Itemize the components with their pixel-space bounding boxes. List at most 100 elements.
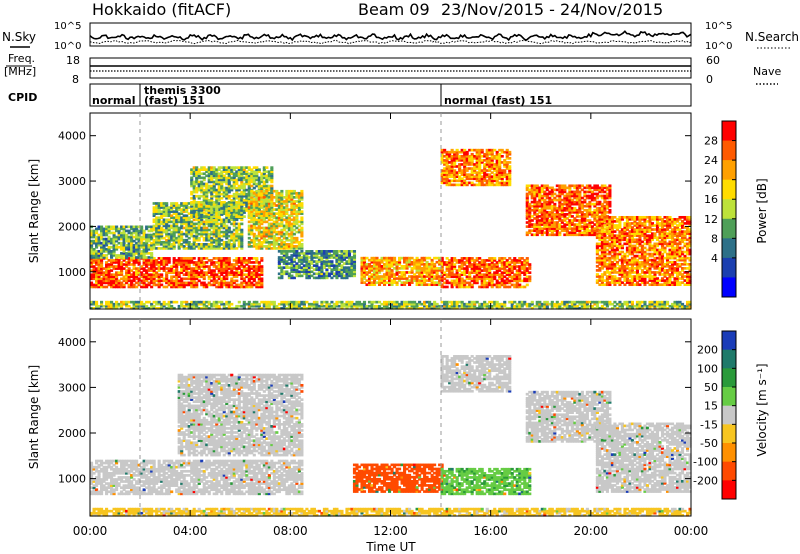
heatmap-cell [423,277,427,280]
heatmap-cell [155,236,159,240]
heatmap-cell [232,267,236,270]
heatmap-cell [100,252,104,255]
heatmap-cell [390,264,394,268]
heatmap-cell [237,226,241,230]
heatmap-cell [282,212,286,215]
cpid-panel-frame [89,83,692,107]
heatmap-cell [478,257,482,260]
heatmap-cell [215,240,219,244]
heatmap-cell [578,206,582,210]
heatmap-cell [145,243,149,247]
heatmap-cell [468,285,472,289]
heatmap-cell [235,257,239,260]
heatmap-cell [135,261,139,264]
heatmap-cell [480,171,484,174]
heatmap-cell [197,176,201,180]
heatmap-cell [190,269,194,272]
heatmap-cell [545,186,549,190]
heatmap-cell [540,217,544,220]
heatmap-cell [550,213,554,216]
heatmap-cell [302,260,306,263]
heatmap-cell [180,285,184,289]
heatmap-cell [250,196,254,199]
heatmap-cell [220,196,224,200]
heatmap-cell [237,265,241,268]
heatmap-cell [150,254,154,257]
heatmap-cell [252,236,256,240]
heatmap-cell [325,254,329,257]
heatmap-cell [463,173,467,176]
heatmap-cell [95,227,99,231]
heatmap-cell [115,271,119,274]
heatmap-cell [297,242,301,246]
heatmap-cell [257,283,261,287]
heatmap-cell [473,165,477,168]
heatmap-cell [147,247,151,251]
heatmap-cell [385,275,389,278]
heatmap-cell [185,281,189,285]
heatmap-cell [430,269,434,272]
heatmap-cell [505,165,509,168]
heatmap-cell [260,202,264,205]
heatmap-cell [320,262,324,265]
heatmap-cell [165,257,169,260]
heatmap-cell [105,285,109,289]
heatmap-cell [410,281,414,284]
heatmap-cell [202,257,206,260]
heatmap-cell [435,281,439,284]
heatmap-cell [260,281,264,285]
heatmap-cell [305,256,309,259]
heatmap-cell [257,168,261,171]
heatmap-cell [580,221,584,224]
heatmap-cell [202,261,206,264]
heatmap-cell [403,271,407,274]
heatmap-cell [230,281,234,285]
heatmap-cell [160,210,164,213]
heatmap-cell [280,266,284,269]
heatmap-cell [280,260,284,263]
heatmap-cell [177,208,181,211]
heatmap-cell [410,262,414,266]
heatmap-cell [540,206,544,210]
heatmap-cell [252,261,256,264]
heatmap-cell [112,265,116,268]
heatmap-cell [280,208,284,211]
heatmap-cell [538,211,542,214]
heatmap-cell [415,269,419,272]
heatmap-cell [270,186,274,190]
heatmap-cell [105,277,109,281]
heatmap-cell [483,273,487,277]
heatmap-cell [242,188,246,192]
heatmap-cell [115,259,119,262]
heatmap-cell [127,235,131,239]
heatmap-cell [570,198,574,202]
heatmap-cell [175,279,179,283]
heatmap-cell [290,193,294,197]
heatmap-cell [448,169,452,172]
heatmap-cell [342,266,347,269]
heatmap-cell [563,208,567,212]
heatmap-cell [187,228,191,232]
heatmap-cell [490,148,494,152]
heatmap-cell [583,213,587,216]
heatmap-cell [300,202,304,205]
heatmap-cell [290,224,294,228]
heatmap-cell [473,265,477,268]
heatmap-cell [215,238,219,242]
heatmap-cell [505,163,509,166]
heatmap-cell [485,277,489,281]
heatmap-cell [115,243,119,247]
heatmap-cell [90,235,94,239]
heatmap-cell [230,263,234,266]
heatmap-cell [117,283,121,287]
heatmap-cell [453,169,457,172]
heatmap-cell [588,196,592,200]
heatmap-cell [232,232,236,236]
heatmap-cell [495,152,499,156]
heatmap-cell [175,220,179,224]
heatmap-cell [227,271,231,274]
heatmap-cell [580,211,584,214]
heatmap-cell [553,202,557,206]
heatmap-cell [540,184,544,188]
heatmap-cell [267,174,271,178]
